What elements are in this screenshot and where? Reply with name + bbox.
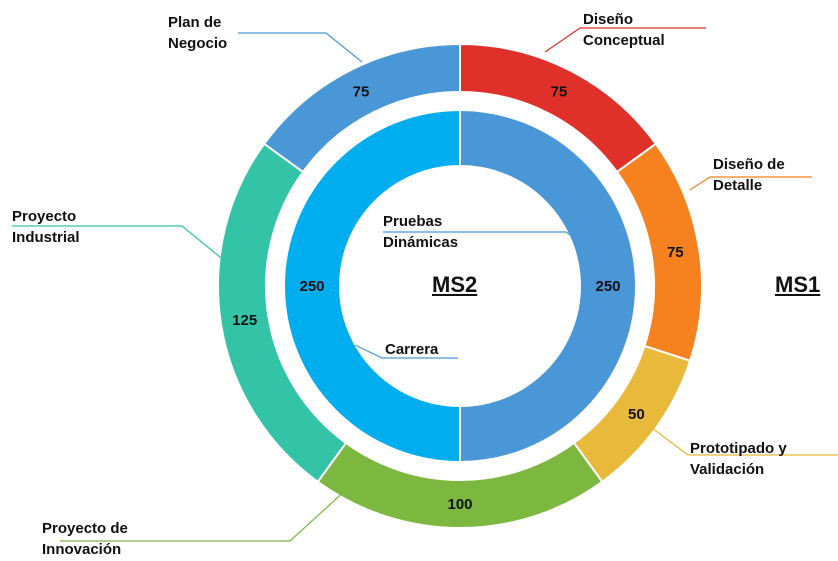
category-label: Proyecto Industrial [12,208,80,246]
value-label: 250 [595,278,620,295]
category-label: Proyecto de Innovación [42,520,128,558]
value-label: 250 [299,278,324,295]
category-label: Carrera [385,341,439,358]
value-label: 75 [667,244,684,261]
value-label: 100 [447,496,472,513]
value-label: 75 [551,84,568,101]
category-label: Pruebas Dinámicas [383,213,459,251]
category-label: Diseño Conceptual [583,11,665,49]
leader-line [60,487,349,542]
leader-line [238,32,363,63]
ring-segment [459,108,637,464]
ring-segment [262,42,461,174]
leader-line [689,176,812,191]
category-label: Diseño de Detalle [713,156,785,194]
leader-line [383,231,581,243]
ring-name: MS1 [775,272,821,297]
value-label: 75 [353,84,370,101]
value-label: 50 [628,406,645,423]
leader-line [12,225,227,263]
value-label: 125 [232,312,257,329]
ring-name: MS2 [432,272,478,297]
leader-line [647,424,838,456]
category-label: Plan de Negocio [168,14,228,52]
ring-segment [283,108,461,464]
leader-line [544,27,706,53]
category-label: Prototipado y Validación [690,440,787,478]
leader-line [354,344,458,359]
